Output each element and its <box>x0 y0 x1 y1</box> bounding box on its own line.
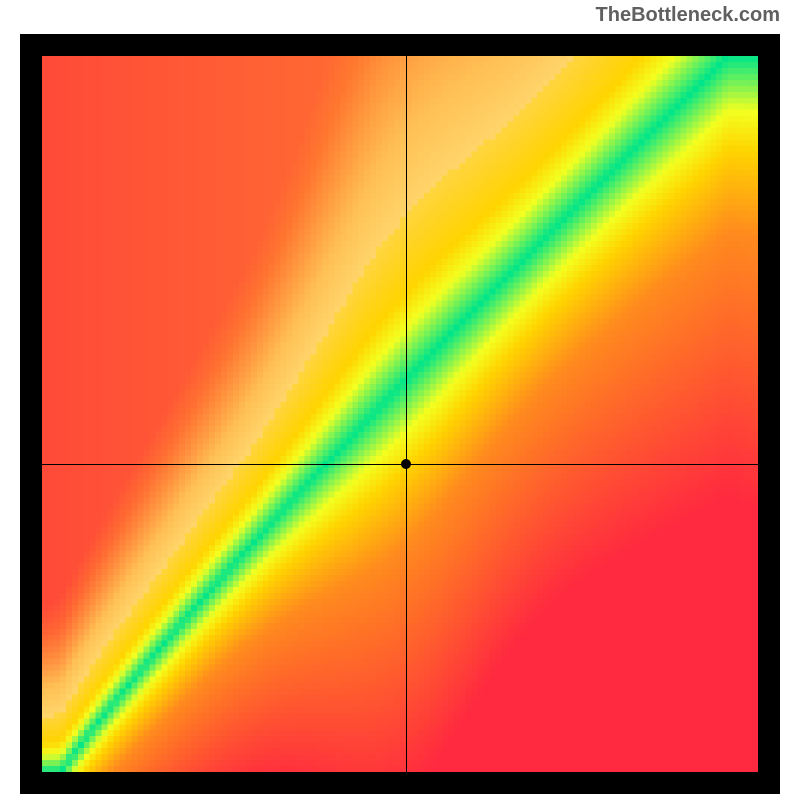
plot-frame <box>20 34 780 794</box>
bottleneck-heatmap <box>42 56 758 772</box>
attribution-text: TheBottleneck.com <box>596 4 780 27</box>
